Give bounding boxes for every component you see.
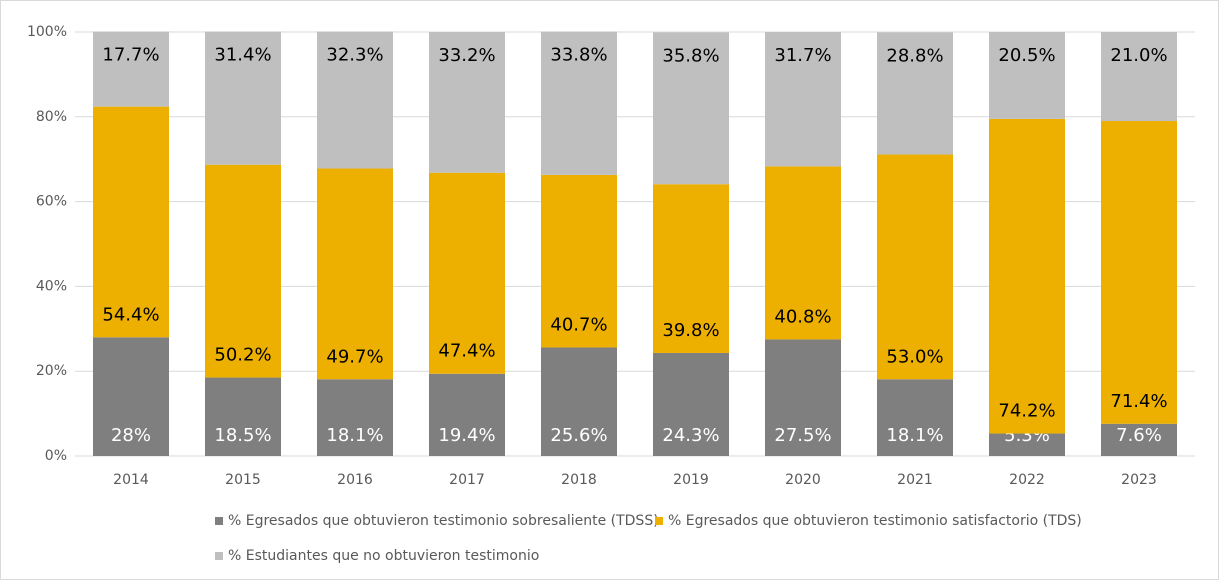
x-tick-label: 2015 [225,472,261,488]
x-tick-label: 2020 [785,472,821,488]
legend-swatch [215,517,223,525]
bar-segment [877,32,953,155]
y-tick-label: 100% [27,24,67,40]
data-label: 18.5% [214,425,271,446]
y-tick-label: 40% [36,278,67,294]
data-label: 71.4% [1110,391,1167,412]
legend-label: % Egresados que obtuvieron testimonio so… [228,513,659,529]
bar-segment [989,118,1065,434]
data-label: 49.7% [326,346,383,367]
data-label: 25.6% [550,425,607,446]
y-tick-label: 20% [36,363,67,379]
bar-segment [877,154,953,380]
bar-segment [1101,121,1177,424]
legend-swatch [215,552,223,560]
data-label: 33.2% [438,45,495,66]
data-label: 18.1% [326,425,383,446]
bar-segment [1101,32,1177,122]
bar-segment [877,379,953,456]
bar-segment [429,172,505,374]
x-tick-label: 2023 [1121,472,1157,488]
bar-segment [317,168,393,380]
data-label: 32.3% [326,45,383,66]
bar-segment [765,32,841,167]
data-label: 28% [111,425,151,446]
bar-segment [765,339,841,456]
data-label: 53.0% [886,346,943,367]
data-label: 19.4% [438,425,495,446]
data-label: 35.8% [662,45,719,66]
legend-swatch [655,517,663,525]
data-label: 18.1% [886,425,943,446]
data-label: 33.8% [550,45,607,66]
bar-segment [653,184,729,353]
x-tick-label: 2016 [337,472,373,488]
data-label: 40.8% [774,306,831,327]
x-tick-label: 2021 [897,472,933,488]
data-label: 20.5% [998,45,1055,66]
data-label: 31.7% [774,45,831,66]
data-label: 39.8% [662,320,719,341]
x-tick-label: 2014 [113,472,149,488]
data-label: 74.2% [998,401,1055,422]
bar-segment [653,352,729,456]
bar-segment [541,31,617,175]
bar-segment [541,347,617,456]
bar-segment [93,31,169,107]
bar-segment [93,337,169,456]
bar-segment [653,32,729,185]
bar-segment [989,32,1065,119]
legend-label: % Egresados que obtuvieron testimonio sa… [668,513,1082,529]
bar-segment [989,433,1065,456]
bar-segment [205,377,281,456]
data-label: 50.2% [214,345,271,366]
x-tick-label: 2017 [449,472,485,488]
bar-segment [1101,423,1177,456]
bar-segment [317,379,393,456]
data-label: 7.6% [1116,425,1162,446]
y-tick-label: 0% [45,448,67,464]
bar-segment [317,31,393,169]
y-tick-label: 80% [36,109,67,125]
data-label: 24.3% [662,425,719,446]
bar-segment [429,32,505,173]
data-label: 47.4% [438,341,495,362]
x-tick-label: 2018 [561,472,597,488]
y-tick-label: 60% [36,194,67,210]
bar-segment [205,164,281,378]
data-label: 40.7% [550,314,607,335]
legend-label: % Estudiantes que no obtuvieron testimon… [228,548,539,564]
x-tick-label: 2019 [673,472,709,488]
x-tick-label: 2022 [1009,472,1045,488]
data-label: 21.0% [1110,45,1167,66]
data-label: 31.4% [214,45,271,66]
bar-segment [205,31,281,165]
bar-segment [93,106,169,338]
data-label: 27.5% [774,425,831,446]
data-label: 17.7% [102,45,159,66]
data-label: 54.4% [102,304,159,325]
bar-segment [541,174,617,348]
bar-segment [429,373,505,456]
data-label: 28.8% [886,45,943,66]
bar-segment [765,166,841,340]
